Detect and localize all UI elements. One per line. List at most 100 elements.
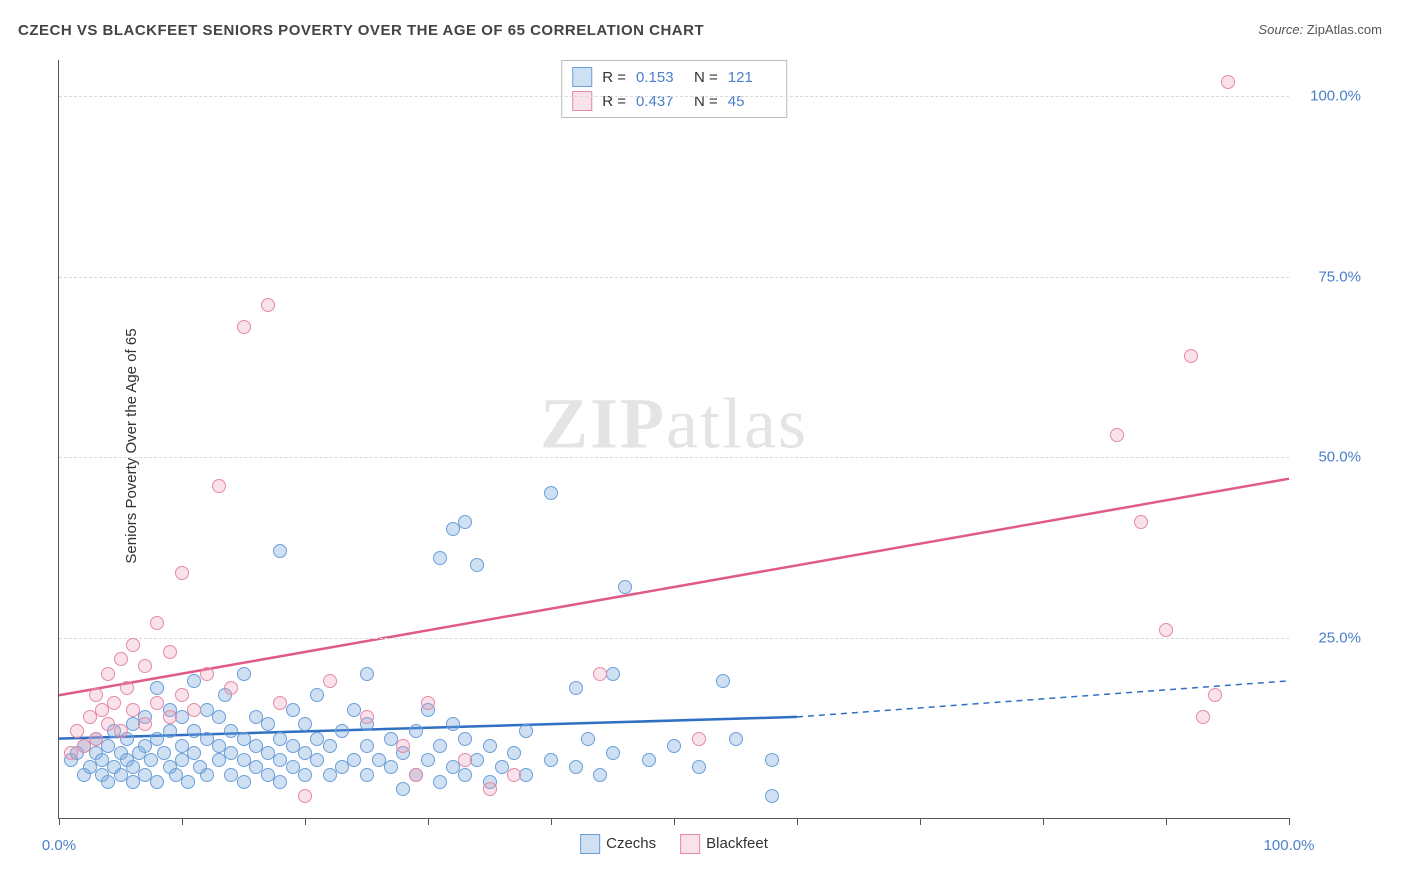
data-point [483, 739, 497, 753]
data-point [261, 298, 275, 312]
data-point [237, 320, 251, 334]
data-point [101, 667, 115, 681]
data-point [237, 775, 251, 789]
data-point [642, 753, 656, 767]
data-point [606, 667, 620, 681]
data-point [1208, 688, 1222, 702]
data-point [89, 688, 103, 702]
gridline [59, 638, 1289, 639]
swatch-pink-icon [680, 834, 700, 854]
data-point [224, 681, 238, 695]
data-point [138, 717, 152, 731]
data-point [458, 768, 472, 782]
data-point [433, 739, 447, 753]
data-point [175, 566, 189, 580]
data-point [114, 724, 128, 738]
data-point [606, 746, 620, 760]
data-point [470, 753, 484, 767]
data-point [323, 674, 337, 688]
data-point [593, 768, 607, 782]
data-point [175, 688, 189, 702]
data-point [157, 746, 171, 760]
chart-title: CZECH VS BLACKFEET SENIORS POVERTY OVER … [18, 22, 704, 39]
data-point [310, 688, 324, 702]
data-point [409, 724, 423, 738]
data-point [409, 768, 423, 782]
data-point [107, 696, 121, 710]
data-point [458, 515, 472, 529]
data-point [765, 753, 779, 767]
data-point [212, 479, 226, 493]
data-point [200, 667, 214, 681]
data-point [581, 732, 595, 746]
data-point [323, 739, 337, 753]
data-point [298, 789, 312, 803]
x-tick-label: 0.0% [42, 837, 76, 854]
data-point [163, 710, 177, 724]
data-point [1221, 75, 1235, 89]
data-point [716, 674, 730, 688]
data-point [433, 775, 447, 789]
data-point [569, 681, 583, 695]
x-tick [305, 818, 306, 825]
x-tick [920, 818, 921, 825]
y-tick-label: 50.0% [1318, 449, 1361, 466]
data-point [692, 760, 706, 774]
data-point [519, 768, 533, 782]
data-point [470, 558, 484, 572]
data-point [286, 703, 300, 717]
data-point [396, 782, 410, 796]
data-point [396, 739, 410, 753]
data-point [298, 717, 312, 731]
series-legend: Czechs Blackfeet [580, 834, 768, 854]
data-point [89, 732, 103, 746]
x-tick [1289, 818, 1290, 825]
data-point [483, 782, 497, 796]
data-point [593, 667, 607, 681]
source-value: ZipAtlas.com [1307, 22, 1382, 37]
data-point [544, 753, 558, 767]
data-point [114, 652, 128, 666]
data-point [569, 760, 583, 774]
x-tick [428, 818, 429, 825]
x-tick [59, 818, 60, 825]
data-point [618, 580, 632, 594]
data-point [765, 789, 779, 803]
data-point [335, 724, 349, 738]
gridline [59, 96, 1289, 97]
data-point [729, 732, 743, 746]
data-point [519, 724, 533, 738]
x-tick [674, 818, 675, 825]
data-point [273, 775, 287, 789]
x-tick [182, 818, 183, 825]
chart-container: CZECH VS BLACKFEET SENIORS POVERTY OVER … [0, 0, 1406, 892]
data-point [126, 703, 140, 717]
x-tick [1043, 818, 1044, 825]
data-point [181, 775, 195, 789]
data-point [360, 739, 374, 753]
data-point [298, 768, 312, 782]
data-point [187, 746, 201, 760]
data-point [360, 710, 374, 724]
gridline [59, 457, 1289, 458]
swatch-blue-icon [580, 834, 600, 854]
data-point [458, 732, 472, 746]
data-point [126, 638, 140, 652]
gridline [59, 277, 1289, 278]
data-point [384, 760, 398, 774]
source-label: Source: [1258, 22, 1303, 37]
x-tick-label: 100.0% [1264, 837, 1315, 854]
data-point [150, 696, 164, 710]
data-point [692, 732, 706, 746]
data-point [1110, 428, 1124, 442]
data-point [446, 717, 460, 731]
data-point [347, 753, 361, 767]
data-point [1134, 515, 1148, 529]
x-tick [551, 818, 552, 825]
y-tick-label: 75.0% [1318, 268, 1361, 285]
data-point [120, 681, 134, 695]
data-point [273, 544, 287, 558]
data-point [138, 659, 152, 673]
data-point [544, 486, 558, 500]
data-point [261, 717, 275, 731]
